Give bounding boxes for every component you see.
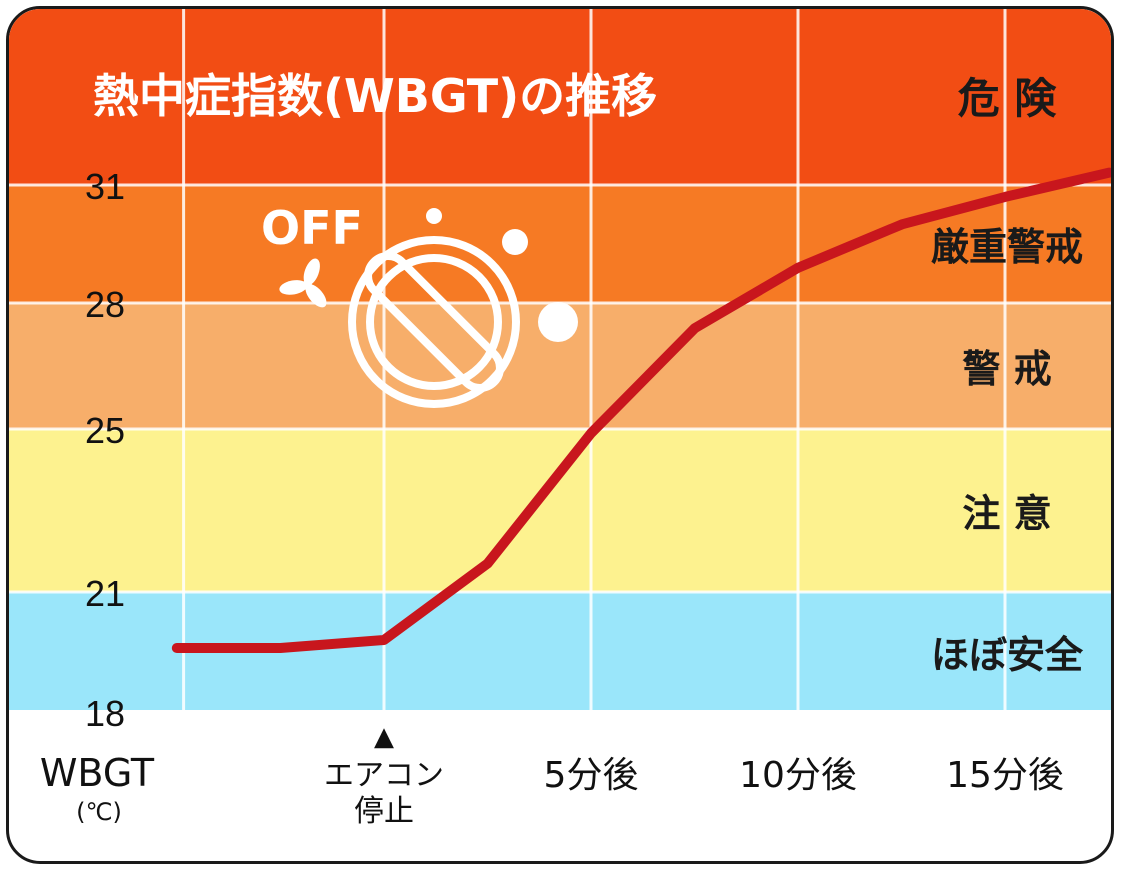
wbgt-series bbox=[171, 167, 1111, 653]
ac-stop-marker: ▲ bbox=[374, 722, 394, 752]
risk-band bbox=[9, 429, 1111, 592]
wbgt-chart: ほぼ安全 注 意 警 戒 厳重警戒 危 険 OFF 熱中症指数(WBGT)の推移 18 bbox=[9, 9, 1111, 829]
x-tick-label: 10分後 bbox=[739, 755, 857, 796]
wbgt-line bbox=[171, 167, 1111, 653]
y-tick-label: 21 bbox=[85, 573, 125, 614]
risk-band-label: 危 険 bbox=[958, 74, 1058, 123]
x-tick-label: エアコン bbox=[324, 758, 444, 793]
risk-band-label: ほぼ安全 bbox=[931, 633, 1084, 677]
risk-band-labels: ほぼ安全 注 意 警 戒 厳重警戒 危 険 bbox=[931, 74, 1084, 677]
sparkle-dots bbox=[426, 208, 578, 342]
x-tick-label: 15分後 bbox=[946, 755, 1064, 796]
risk-band-label: 注 意 bbox=[962, 492, 1051, 536]
x-tick-label: 停止 bbox=[354, 794, 414, 829]
y-tick-label: 25 bbox=[85, 410, 125, 451]
y-axis-label: WBGT bbox=[40, 751, 155, 795]
aircon-off-icon bbox=[348, 236, 520, 408]
y-axis-unit: (℃) bbox=[76, 798, 122, 826]
risk-band-label: 警 戒 bbox=[962, 347, 1051, 391]
fan-icon bbox=[279, 258, 327, 308]
y-tick-label: 18 bbox=[85, 693, 125, 734]
chart-title: 熱中症指数(WBGT)の推移 bbox=[93, 69, 657, 123]
risk-band bbox=[9, 185, 1111, 303]
chart-card: ほぼ安全 注 意 警 戒 厳重警戒 危 険 OFF 熱中症指数(WBGT)の推移 18 bbox=[6, 6, 1114, 864]
risk-band-label: 厳重警戒 bbox=[931, 225, 1083, 269]
off-label: OFF bbox=[261, 201, 363, 255]
x-tick-label: 5分後 bbox=[544, 755, 639, 796]
y-tick-label: 28 bbox=[85, 284, 125, 325]
y-axis-ticks: 18 21 25 28 31 bbox=[85, 166, 125, 734]
y-tick-label: 31 bbox=[85, 166, 125, 207]
risk-bands bbox=[9, 9, 1111, 712]
aircon-off-illustration: OFF bbox=[261, 201, 578, 408]
risk-band bbox=[9, 9, 1111, 185]
